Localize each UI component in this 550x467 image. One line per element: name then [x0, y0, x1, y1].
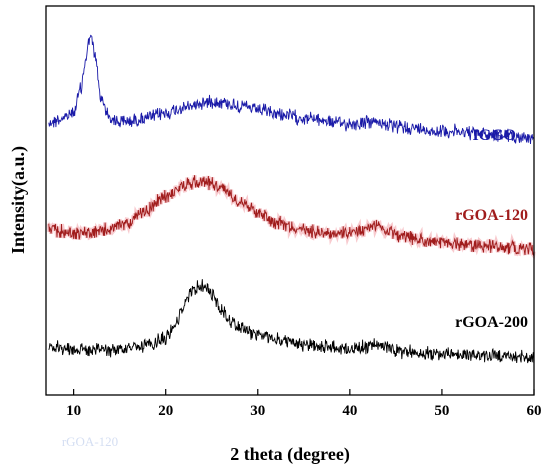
x-axis-ticks: 10 20 30 40 50 60 [66, 389, 542, 419]
x-tick-label: 20 [158, 403, 173, 419]
series-line-IGGO [48, 34, 534, 145]
x-tick-label: 10 [66, 403, 81, 419]
x-tick-label: 60 [527, 403, 542, 419]
series-line-rGOA-200 [48, 279, 535, 364]
series-labels: IGGO rGOA-120 rGOA-200 [455, 127, 528, 331]
series-layer [46, 34, 536, 364]
series-label-IGGO: IGGO [472, 127, 516, 144]
plot-frame [45, 5, 535, 396]
series-label-rGOA-200: rGOA-200 [455, 314, 528, 331]
ghost-label: rGOA-120 [62, 434, 118, 449]
y-axis-title: Intensity(a.u.) [8, 146, 29, 254]
series-label-rGOA-120: rGOA-120 [455, 207, 528, 224]
x-tick-label: 40 [342, 403, 357, 419]
series-line-rGOA-120 [48, 175, 535, 257]
x-tick-label: 30 [250, 403, 265, 419]
x-tick-label: 50 [434, 403, 449, 419]
x-axis-title: 2 theta (degree) [230, 444, 350, 465]
